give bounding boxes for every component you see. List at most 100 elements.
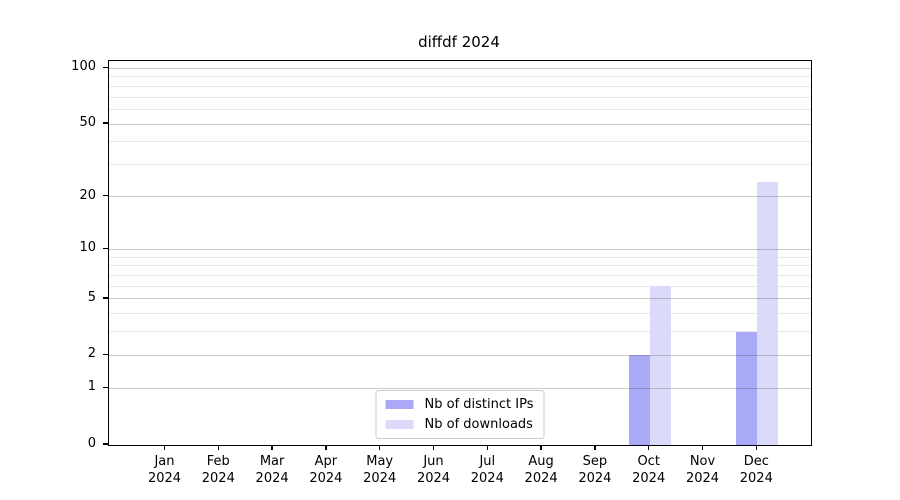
- legend-item-distinct-ips: Nb of distinct IPs: [385, 397, 534, 412]
- legend: Nb of distinct IPs Nb of downloads: [375, 390, 545, 439]
- x-tick-mark: [647, 445, 650, 450]
- x-tick-label: Feb 2024: [188, 453, 248, 487]
- x-tick-month: Jan: [154, 454, 175, 469]
- y-tick-mark: [103, 443, 108, 445]
- x-tick-year: 2024: [739, 471, 773, 486]
- gridline-major: [109, 67, 811, 69]
- x-tick-year: 2024: [470, 471, 504, 486]
- legend-swatch-distinct-ips: [385, 400, 414, 409]
- x-tick-label: May 2024: [350, 453, 410, 487]
- x-tick-label: Mar 2024: [242, 453, 302, 487]
- x-tick-mark: [540, 445, 542, 450]
- gridline-minor: [109, 164, 811, 166]
- y-tick-label: 20: [79, 187, 96, 203]
- bar-downloads-oct: [649, 286, 671, 445]
- x-tick-month: May: [366, 454, 394, 469]
- x-tick-label: Aug 2024: [511, 453, 571, 487]
- x-tick-mark: [271, 445, 273, 450]
- x-tick-mark: [755, 445, 758, 450]
- y-tick-mark: [103, 194, 108, 197]
- x-tick-mark: [163, 445, 166, 450]
- y-tick-label: 0: [87, 436, 96, 451]
- x-tick-label: Nov 2024: [673, 453, 733, 487]
- y-tick-label: 5: [87, 289, 96, 305]
- y-tick-label: 2: [87, 346, 96, 362]
- gridline-major: [109, 387, 811, 389]
- x-tick-label: Apr 2024: [296, 453, 356, 487]
- plot-area: Nb of distinct IPs Nb of downloads: [108, 60, 812, 446]
- y-tick-label: 10: [79, 240, 96, 256]
- x-tick-month: Dec: [743, 454, 769, 469]
- bar-distinct-ips-dec: [736, 331, 758, 445]
- x-tick-year: 2024: [201, 471, 235, 486]
- gridline-major: [109, 196, 811, 198]
- x-tick-mark: [325, 445, 327, 450]
- x-tick-year: 2024: [363, 471, 397, 486]
- x-tick-mark: [432, 445, 435, 450]
- gridline-minor: [109, 141, 811, 143]
- x-tick-year: 2024: [147, 471, 182, 486]
- gridline-major: [109, 123, 811, 125]
- x-tick-month: Jun: [423, 454, 444, 469]
- x-tick-year: 2024: [255, 471, 289, 486]
- gridline-major: [109, 298, 811, 300]
- y-tick-label: 100: [71, 59, 96, 75]
- y-tick-mark: [103, 247, 108, 250]
- gridline-minor: [109, 76, 811, 78]
- gridline-minor: [109, 256, 811, 258]
- x-tick-month: Mar: [259, 454, 285, 469]
- x-tick-label: Jun 2024: [404, 453, 464, 487]
- y-axis: 0 1 2 5 10 20 50 100: [0, 59, 108, 451]
- x-tick-year: 2024: [309, 471, 343, 486]
- x-tick-year: 2024: [632, 471, 666, 486]
- x-tick-month: Apr: [314, 454, 338, 469]
- gridline-major: [109, 354, 811, 356]
- legend-label-downloads: Nb of downloads: [424, 417, 533, 432]
- legend-item-downloads: Nb of downloads: [385, 417, 534, 432]
- x-tick-label: Sep 2024: [565, 453, 625, 487]
- x-tick-mark: [217, 445, 220, 450]
- y-tick-mark: [103, 297, 108, 299]
- y-tick-label: 50: [79, 115, 96, 131]
- legend-label-distinct-ips: Nb of distinct IPs: [424, 397, 534, 412]
- x-tick-month: Aug: [528, 454, 554, 469]
- x-tick-mark: [378, 445, 381, 450]
- gridline-minor: [109, 285, 811, 287]
- x-tick-year: 2024: [416, 471, 451, 486]
- gridline-minor: [109, 274, 811, 276]
- x-tick-month: Oct: [637, 454, 660, 469]
- gridlines-layer: [109, 61, 811, 445]
- x-tick-month: Feb: [206, 454, 230, 469]
- x-axis: Jan 2024 Feb 2024 Mar 2024 Apr 2024 May 2024 Jun 20…: [108, 444, 810, 500]
- bar-distinct-ips-oct: [628, 355, 650, 445]
- x-tick-label: Jul 2024: [457, 453, 517, 487]
- x-tick-year: 2024: [685, 471, 720, 486]
- bar-downloads-dec: [757, 182, 779, 445]
- x-tick-month: Jul: [479, 454, 496, 469]
- y-tick-mark: [103, 122, 108, 124]
- gridline-minor: [109, 265, 811, 267]
- x-tick-label: Oct 2024: [619, 453, 679, 487]
- x-tick-year: 2024: [524, 471, 558, 486]
- chart-title: diffdf 2024: [418, 33, 500, 51]
- x-tick-mark: [486, 445, 489, 450]
- bars-layer: [109, 61, 811, 445]
- gridline-minor: [109, 85, 811, 87]
- x-tick-label: Jan 2024: [135, 453, 195, 487]
- gridline-minor: [109, 331, 811, 333]
- x-tick-month: Sep: [582, 454, 608, 469]
- gridline-minor: [109, 96, 811, 98]
- y-tick-mark: [103, 66, 108, 69]
- y-tick-mark: [103, 386, 108, 389]
- x-tick-mark: [594, 445, 596, 450]
- y-tick-label: 1: [87, 379, 96, 395]
- gridline-minor: [109, 109, 811, 111]
- gridline-major: [109, 248, 811, 250]
- legend-swatch-downloads: [385, 420, 414, 429]
- y-tick-mark: [103, 353, 108, 356]
- x-tick-label: Dec 2024: [726, 453, 786, 487]
- gridline-minor: [109, 313, 811, 315]
- x-tick-year: 2024: [578, 471, 612, 486]
- x-tick-mark: [701, 445, 704, 450]
